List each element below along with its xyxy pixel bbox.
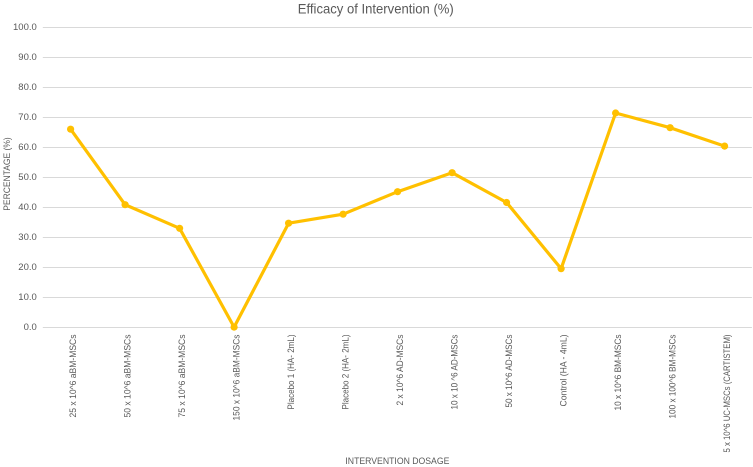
svg-text:Placebo 1 (HA- 2mL): Placebo 1 (HA- 2mL)	[286, 335, 297, 410]
svg-text:10 x 10^6 BM-MSCs: 10 x 10^6 BM-MSCs	[613, 334, 624, 410]
svg-text:Placebo 2 (HA- 2mL): Placebo 2 (HA- 2mL)	[340, 335, 351, 410]
svg-text:50 x 10^6 AD-MSCs: 50 x 10^6 AD-MSCs	[504, 334, 515, 407]
svg-text:INTERVENTION DOSAGE: INTERVENTION DOSAGE	[345, 456, 449, 467]
svg-text:100.0: 100.0	[13, 22, 37, 33]
svg-text:Control (HA - 4mL): Control (HA - 4mL)	[558, 335, 569, 407]
svg-text:80.0: 80.0	[18, 82, 37, 93]
svg-text:40.0: 40.0	[18, 202, 37, 213]
svg-text:PERCENTAGE (%): PERCENTAGE (%)	[2, 137, 12, 211]
svg-text:0.0: 0.0	[24, 322, 37, 333]
svg-text:50 x 10^6 aBM-MSCs: 50 x 10^6 aBM-MSCs	[122, 334, 133, 417]
svg-text:10 x 10 ^6 AD-MSCs: 10 x 10 ^6 AD-MSCs	[449, 334, 460, 409]
svg-text:100 x 100^6 BM-MSCs: 100 x 100^6 BM-MSCs	[667, 334, 678, 418]
svg-text:20.0: 20.0	[18, 262, 37, 273]
svg-text:150 x 10^6 aBM-MSCs: 150 x 10^6 aBM-MSCs	[231, 334, 242, 420]
svg-text:10.0: 10.0	[18, 292, 37, 303]
svg-text:75 x 10^6 aBM-MSCs: 75 x 10^6 aBM-MSCs	[177, 334, 188, 417]
svg-text:50.0: 50.0	[18, 172, 37, 183]
svg-text:90.0: 90.0	[18, 52, 37, 63]
svg-text:Efficacy of Intervention (%): Efficacy of Intervention (%)	[298, 1, 454, 17]
svg-text:5 x 10^6 UC-MSCs (CARTISTEM): 5 x 10^6 UC-MSCs (CARTISTEM)	[722, 335, 733, 453]
svg-text:25 x 10^6 aBM-MSCs: 25 x 10^6 aBM-MSCs	[68, 334, 79, 417]
svg-text:60.0: 60.0	[18, 142, 37, 153]
svg-text:2 x 10^6 AD-MSCs: 2 x 10^6 AD-MSCs	[395, 334, 406, 405]
svg-text:70.0: 70.0	[18, 112, 37, 123]
svg-text:30.0: 30.0	[18, 232, 37, 243]
